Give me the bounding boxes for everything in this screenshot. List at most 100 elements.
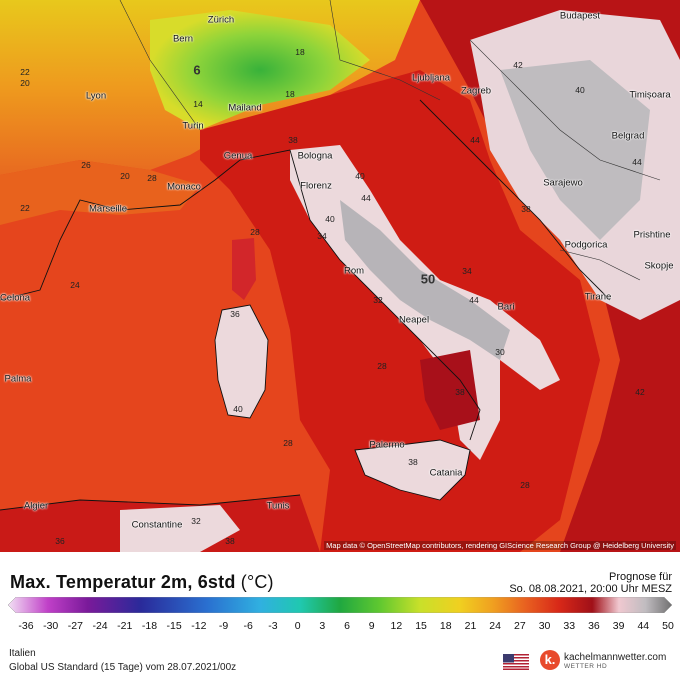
legend-footer: Max. Temperatur 2m, 6std (°C) Prognose f… <box>0 552 680 679</box>
temperature-value: 20 <box>20 78 30 88</box>
scale-tick-label: 15 <box>415 620 427 632</box>
model-label: Global US Standard (15 Tage) vom 28.07.2… <box>9 662 237 673</box>
temperature-value: 14 <box>193 99 203 109</box>
temperature-value: 22 <box>20 203 30 213</box>
scale-tick-label: -6 <box>243 620 253 632</box>
city-label: Belgrad <box>611 130 645 142</box>
temperature-map: Zürich Bern Budapest Lyon Mailand Ljublj… <box>0 0 680 552</box>
temperature-value: 38 <box>408 457 418 467</box>
temperature-value: 34 <box>462 266 472 276</box>
city-label: Tunis <box>266 500 290 512</box>
city-label: Skopje <box>644 260 674 272</box>
coastline <box>0 149 481 441</box>
scale-tick-label: 36 <box>588 620 600 632</box>
temperature-value: 26 <box>81 160 91 170</box>
scale-tick-label: 44 <box>637 620 650 632</box>
temperature-value: 40 <box>233 404 243 414</box>
city-label: Prishtine <box>633 229 671 241</box>
temperature-value: 40 <box>575 85 585 95</box>
city-label: Celona <box>0 292 31 304</box>
legend-title: Max. Temperatur 2m, 6std (°C) <box>10 572 274 593</box>
legend-title-main: Max. Temperatur 2m, 6std <box>10 572 236 592</box>
scale-tick-label: 21 <box>464 620 477 632</box>
region-label: Italien <box>9 648 36 659</box>
city-label: Neapel <box>398 314 430 326</box>
color-scale-gradient <box>8 597 672 613</box>
temperature-value: 18 <box>285 89 295 99</box>
city-label: Podgorica <box>564 239 608 251</box>
scale-tick-label: 0 <box>294 620 301 632</box>
country-borders <box>119 0 661 281</box>
temperature-value: 32 <box>373 295 383 305</box>
calabria-sea-hot <box>420 350 480 430</box>
sardinia-region <box>215 305 268 418</box>
apennine-grey-region <box>340 200 510 360</box>
temperature-value: 44 <box>361 193 371 203</box>
scale-tick-label: -21 <box>117 620 133 632</box>
temperature-value: 32 <box>191 516 201 526</box>
map-canvas <box>0 0 680 552</box>
city-label: Genua <box>223 150 253 162</box>
sardinia-coast <box>214 304 269 419</box>
scale-tick-label: -27 <box>67 620 83 632</box>
scale-tick-label: 18 <box>439 620 452 632</box>
city-label: Tirane <box>584 291 612 303</box>
temperature-value: 44 <box>470 135 480 145</box>
scale-tick-label: 30 <box>538 620 551 632</box>
kachelmann-logo-icon: k. <box>540 650 560 670</box>
city-label: Turin <box>182 120 204 132</box>
temperature-value: 38 <box>288 135 298 145</box>
alps-cool-region <box>150 10 370 130</box>
city-label: Monaco <box>167 181 201 193</box>
algeria-extreme-region <box>120 505 240 552</box>
temperature-value: 34 <box>317 231 327 241</box>
scale-tick-label: 6 <box>344 620 350 632</box>
city-label: Palma <box>4 373 32 385</box>
scale-tick-label: 3 <box>319 620 326 632</box>
city-label: Lyon <box>85 90 107 102</box>
city-label: Zürich <box>207 14 235 26</box>
city-label: Palermo <box>369 439 405 451</box>
us-flag-icon <box>503 654 529 670</box>
city-label: Algier <box>23 500 49 512</box>
africa-coastline <box>0 494 301 511</box>
temperature-value: 42 <box>513 60 523 70</box>
temperature-value: 40 <box>325 214 335 224</box>
temperature-value: 18 <box>295 47 305 57</box>
city-label: Bologna <box>297 150 333 162</box>
scale-tick-label: 27 <box>514 620 526 632</box>
temperature-value: 36 <box>55 536 65 546</box>
city-label: Bern <box>172 33 194 45</box>
scale-tick-label: 39 <box>612 620 625 632</box>
scale-tick-label: 24 <box>489 620 501 632</box>
balkans-grey-region <box>500 60 650 240</box>
map-attribution: Map data © OpenStreetMap contributors, r… <box>324 541 676 550</box>
scale-tick-label: 12 <box>390 620 403 632</box>
brand-name: kachelmannwetter.com <box>564 652 667 663</box>
legend-title-unit: (°C) <box>240 572 274 592</box>
temperature-value: 36 <box>230 309 240 319</box>
temperature-value: 38 <box>455 387 465 397</box>
temperature-value: 38 <box>225 536 235 546</box>
corsica-region <box>232 238 256 300</box>
temperature-value: 6 <box>193 62 201 78</box>
temperature-value: 28 <box>283 438 293 448</box>
temperature-value: 28 <box>377 361 387 371</box>
city-label: Timișoara <box>629 89 671 101</box>
temperature-value: 44 <box>632 157 642 167</box>
temperature-value: 20 <box>120 171 130 181</box>
city-label: Ljubljana <box>411 72 451 84</box>
scale-tick-label: -9 <box>218 620 229 632</box>
temperature-value: 22 <box>20 67 30 77</box>
temperature-value: 42 <box>635 387 645 397</box>
adriatic-coast <box>419 99 611 301</box>
scale-tick-label: 50 <box>662 620 674 632</box>
city-label: Constantine <box>131 519 183 531</box>
scale-tick-label: -24 <box>92 620 108 632</box>
temperature-value: 38 <box>521 204 531 214</box>
brand-subtitle: WETTER HD <box>564 663 608 670</box>
temperature-value: 50 <box>420 271 436 287</box>
city-label: Florenz <box>300 180 332 192</box>
city-label: Bari <box>497 301 515 313</box>
sicily-coast <box>354 439 471 501</box>
